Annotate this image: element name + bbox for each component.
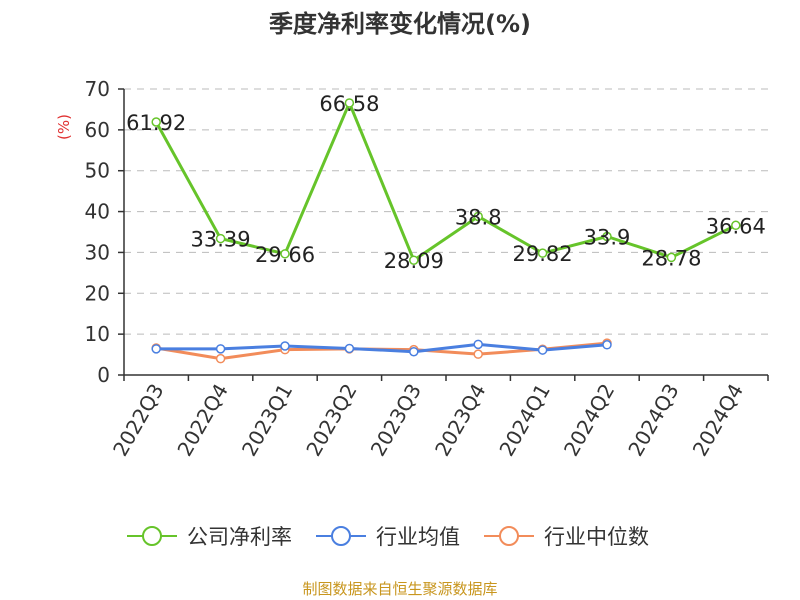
data-point — [409, 346, 419, 357]
legend-item[interactable]: 行业均值 — [316, 525, 460, 549]
data-label: 66.58 — [319, 92, 379, 116]
x-tick-label: 2023Q3 — [366, 380, 426, 461]
y-tick-label: 10 — [85, 322, 110, 346]
data-point — [151, 344, 161, 354]
y-tick-label: 0 — [97, 363, 110, 387]
legend[interactable]: 公司净利率 行业均值 行业中位数 — [127, 525, 649, 549]
data-label: 38.8 — [455, 205, 502, 229]
x-tick-label: 2024Q3 — [623, 380, 683, 461]
data-label: 36.64 — [706, 214, 766, 238]
grid-lines — [124, 88, 768, 335]
chart-title: 季度净利率变化情况(%) — [269, 10, 531, 38]
data-point — [280, 341, 290, 351]
legend-label: 行业均值 — [376, 525, 460, 549]
x-tick-label: 2024Q2 — [559, 380, 619, 461]
data-label: 33.9 — [584, 225, 631, 249]
x-tick-label: 2023Q2 — [301, 380, 361, 461]
data-label: 29.82 — [513, 242, 573, 266]
legend-marker-icon — [142, 526, 162, 546]
data-point — [473, 339, 483, 350]
x-tick-label: 2024Q1 — [494, 380, 554, 461]
y-tick-label: 70 — [85, 77, 110, 101]
series-line — [156, 342, 608, 354]
data-point — [537, 345, 548, 355]
data-label: 28.09 — [384, 249, 444, 273]
y-tick-label: 40 — [85, 200, 110, 224]
x-tick-label: 2022Q3 — [108, 380, 168, 461]
data-label: 33.39 — [191, 228, 251, 252]
y-tick-label: 60 — [85, 118, 110, 142]
y-tick-label: 20 — [85, 281, 110, 305]
data-point — [473, 211, 483, 222]
series-lines — [151, 98, 741, 364]
x-tick-label: 2023Q1 — [237, 380, 297, 461]
data-point — [344, 343, 355, 354]
data-point — [409, 255, 419, 265]
data-point — [473, 349, 483, 359]
data-point — [666, 252, 677, 263]
y-tick-label: 50 — [85, 159, 110, 183]
data-point — [731, 220, 741, 231]
data-point — [344, 98, 355, 108]
series-line — [154, 101, 737, 262]
legend-item[interactable]: 公司净利率 — [127, 525, 292, 549]
data-point — [151, 117, 161, 127]
legend-marker-icon — [331, 526, 351, 546]
data-label: 28.78 — [641, 246, 701, 270]
data-point — [537, 248, 548, 258]
legend-item[interactable]: 行业中位数 — [484, 525, 649, 549]
data-point — [280, 249, 290, 259]
y-tick-label: 30 — [85, 240, 110, 264]
data-point — [215, 233, 226, 244]
x-tick-label: 2024Q4 — [688, 380, 748, 461]
data-label: 29.66 — [255, 243, 315, 267]
legend-label: 公司净利率 — [187, 525, 292, 549]
x-tick-label: 2023Q4 — [430, 380, 490, 461]
source-note: 制图数据来自恒生聚源数据库 — [302, 580, 497, 598]
data-label: 61.92 — [126, 111, 186, 135]
legend-label: 行业中位数 — [544, 525, 649, 549]
y-axis-label: (%) — [55, 114, 73, 140]
x-tick-label: 2022Q4 — [172, 380, 232, 461]
data-point — [215, 344, 226, 354]
data-point — [602, 340, 612, 350]
data-point — [215, 353, 226, 364]
legend-marker-icon — [499, 526, 519, 546]
data-point — [602, 231, 612, 242]
